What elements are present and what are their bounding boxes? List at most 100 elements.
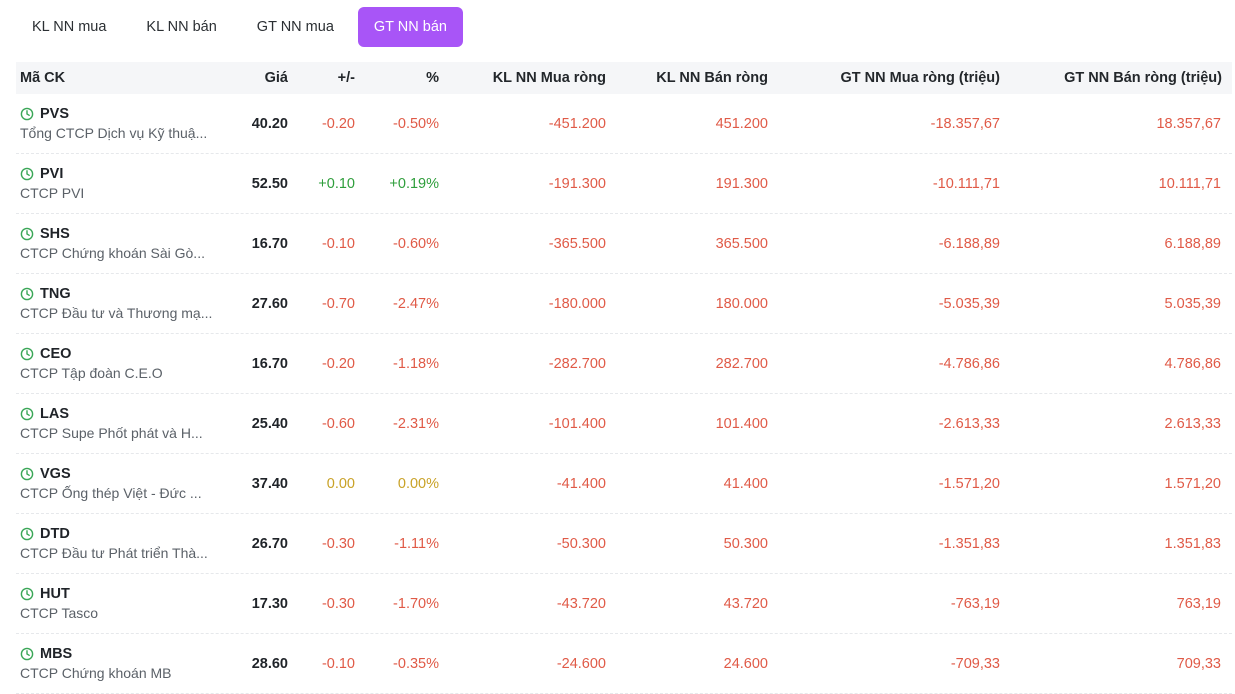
kl-net-buy: -50.300	[556, 535, 606, 552]
table-row[interactable]: PVI CTCP PVI 52.50 +0.10 +0.19% -191.300 191.3…	[16, 154, 1232, 214]
stock-cell: SHS CTCP Chứng khoán Sài Gò...	[16, 226, 228, 261]
symbol-line: CEO	[20, 346, 228, 362]
gt-net-sell: 1.351,83	[1164, 535, 1221, 552]
stock-cell: PVI CTCP PVI	[16, 166, 228, 201]
header-kl-sell[interactable]: KL NN Bán ròng	[656, 70, 768, 86]
gt-net-buy: -709,33	[950, 655, 1000, 672]
gt-net-buy: -2.613,33	[938, 415, 1000, 432]
table-row[interactable]: LAS CTCP Supe Phốt phát và H... 25.40 -0.60…	[16, 394, 1232, 454]
clock-icon	[20, 227, 34, 241]
stock-cell: TNG CTCP Đầu tư và Thương mạ...	[16, 286, 228, 321]
change: -0.10	[321, 235, 355, 252]
header-symbol[interactable]: Mã CK	[20, 70, 66, 86]
kl-net-buy: -43.720	[556, 595, 606, 612]
table-row[interactable]: MBS CTCP Chứng khoán MB 28.60 -0.10 -0.35% -2…	[16, 634, 1232, 694]
gt-net-sell: 5.035,39	[1164, 295, 1221, 312]
stock-symbol[interactable]: TNG	[40, 286, 71, 302]
symbol-line: TNG	[20, 286, 228, 302]
table-row[interactable]: TNG CTCP Đầu tư và Thương mạ... 27.60 -0.70…	[16, 274, 1232, 334]
clock-icon	[20, 527, 34, 541]
gt-net-sell: 763,19	[1176, 595, 1221, 612]
company-name: CTCP Ống thép Việt - Đức ...	[20, 485, 202, 501]
gt-net-buy: -6.188,89	[938, 235, 1000, 252]
gt-net-buy: -4.786,86	[938, 355, 1000, 372]
symbol-line: DTD	[20, 526, 228, 542]
table-row[interactable]: HUT CTCP Tasco 17.30 -0.30 -1.70% -43.720 43.7…	[16, 574, 1232, 634]
kl-net-sell: 24.600	[723, 655, 768, 672]
change: -0.60	[321, 415, 355, 432]
price: 37.40	[251, 475, 288, 492]
stock-symbol[interactable]: VGS	[40, 466, 71, 482]
stock-symbol[interactable]: LAS	[40, 406, 69, 422]
table-row[interactable]: VGS CTCP Ống thép Việt - Đức ... 37.40 0.00…	[16, 454, 1232, 514]
change-percent: -1.18%	[393, 355, 439, 372]
symbol-line: HUT	[20, 586, 228, 602]
clock-icon	[20, 407, 34, 421]
price: 27.60	[251, 295, 288, 312]
kl-net-buy: -41.400	[556, 475, 606, 492]
header-percent[interactable]: %	[426, 70, 439, 86]
tab-kl-nn-mua[interactable]: KL NN mua	[32, 19, 107, 35]
kl-net-sell: 451.200	[715, 115, 768, 132]
company-name: Tổng CTCP Dịch vụ Kỹ thuậ...	[20, 125, 208, 141]
change: -0.20	[321, 115, 355, 132]
kl-net-buy: -191.300	[548, 175, 606, 192]
price: 25.40	[251, 415, 288, 432]
clock-icon	[20, 587, 34, 601]
gt-net-sell: 1.571,20	[1164, 475, 1221, 492]
kl-net-buy: -451.200	[548, 115, 606, 132]
company-name: CTCP Chứng khoán Sài Gò...	[20, 245, 205, 261]
gt-net-buy: -10.111,71	[932, 175, 1000, 192]
stock-cell: HUT CTCP Tasco	[16, 586, 228, 621]
stock-symbol[interactable]: CEO	[40, 346, 72, 362]
price: 26.70	[251, 535, 288, 552]
stock-cell: PVS Tổng CTCP Dịch vụ Kỹ thuậ...	[16, 106, 228, 141]
company-name: CTCP Đầu tư và Thương mạ...	[20, 305, 213, 321]
symbol-line: MBS	[20, 646, 228, 662]
kl-net-sell: 50.300	[723, 535, 768, 552]
table-row[interactable]: PVS Tổng CTCP Dịch vụ Kỹ thuậ... 40.20 -0.2…	[16, 94, 1232, 154]
change-percent: -0.35%	[393, 655, 439, 672]
header-gt-buy[interactable]: GT NN Mua ròng (triệu)	[840, 70, 1001, 86]
clock-icon	[20, 167, 34, 181]
table-row[interactable]: DTD CTCP Đầu tư Phát triển Thà... 26.70 -0.…	[16, 514, 1232, 574]
change: -0.30	[321, 535, 355, 552]
gt-net-buy: -5.035,39	[938, 295, 1000, 312]
symbol-line: LAS	[20, 406, 228, 422]
header-kl-buy[interactable]: KL NN Mua ròng	[492, 70, 606, 86]
stock-symbol[interactable]: MBS	[40, 646, 73, 662]
tab-gt-nn-ban[interactable]: GT NN bán	[357, 7, 463, 47]
stock-symbol[interactable]: SHS	[40, 226, 70, 242]
kl-net-buy: -24.600	[556, 655, 606, 672]
stock-cell: MBS CTCP Chứng khoán MB	[16, 646, 228, 681]
table-header: Mã CK Giá +/- % KL NN Mua ròng KL NN Bán…	[16, 62, 1232, 94]
tab-gt-nn-mua[interactable]: GT NN mua	[256, 19, 334, 35]
header-change[interactable]: +/-	[337, 70, 355, 86]
stock-symbol[interactable]: DTD	[40, 526, 70, 542]
change-percent: -0.50%	[393, 115, 439, 132]
stock-cell: CEO CTCP Tập đoàn C.E.O	[16, 346, 228, 381]
table-row[interactable]: SHS CTCP Chứng khoán Sài Gò... 16.70 -0.10 -…	[16, 214, 1232, 274]
gt-net-sell: 709,33	[1176, 655, 1221, 672]
stock-cell: VGS CTCP Ống thép Việt - Đức ...	[16, 466, 228, 501]
header-price[interactable]: Giá	[264, 70, 288, 86]
change-percent: -2.31%	[393, 415, 439, 432]
clock-icon	[20, 467, 34, 481]
stock-symbol[interactable]: PVI	[40, 166, 64, 182]
gt-net-sell: 6.188,89	[1164, 235, 1221, 252]
clock-icon	[20, 347, 34, 361]
price: 16.70	[251, 235, 288, 252]
company-name: CTCP Supe Phốt phát và H...	[20, 425, 203, 441]
gt-net-buy: -1.571,20	[938, 475, 1000, 492]
tab-kl-nn-ban[interactable]: KL NN bán	[146, 19, 217, 35]
gt-net-sell: 18.357,67	[1156, 115, 1221, 132]
header-gt-sell[interactable]: GT NN Bán ròng (triệu)	[1064, 70, 1222, 86]
change: -0.20	[321, 355, 355, 372]
stock-symbol[interactable]: HUT	[40, 586, 70, 602]
kl-net-sell: 41.400	[723, 475, 768, 492]
table-row[interactable]: CEO CTCP Tập đoàn C.E.O 16.70 -0.20 -1.18% -2…	[16, 334, 1232, 394]
stock-symbol[interactable]: PVS	[40, 106, 70, 122]
gt-net-buy: -1.351,83	[938, 535, 1000, 552]
clock-icon	[20, 647, 34, 661]
change: -0.10	[321, 655, 355, 672]
